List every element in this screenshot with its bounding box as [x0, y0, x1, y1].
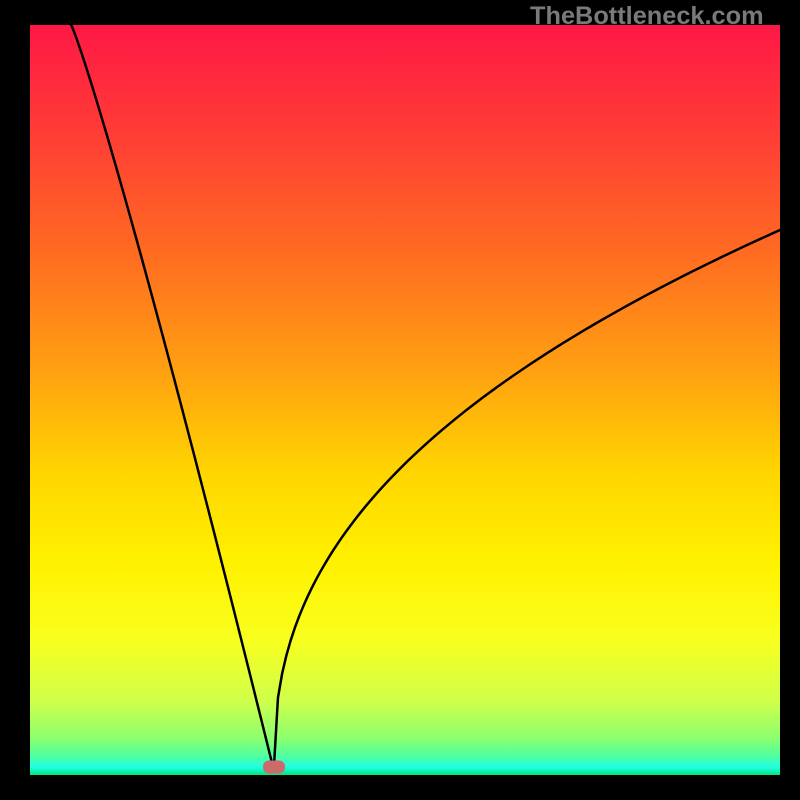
chart-container: TheBottleneck.com [0, 0, 800, 800]
optimal-point-marker [263, 761, 285, 774]
curve-layer [0, 0, 800, 800]
watermark-text: TheBottleneck.com [530, 2, 764, 31]
bottleneck-curve [71, 25, 780, 770]
